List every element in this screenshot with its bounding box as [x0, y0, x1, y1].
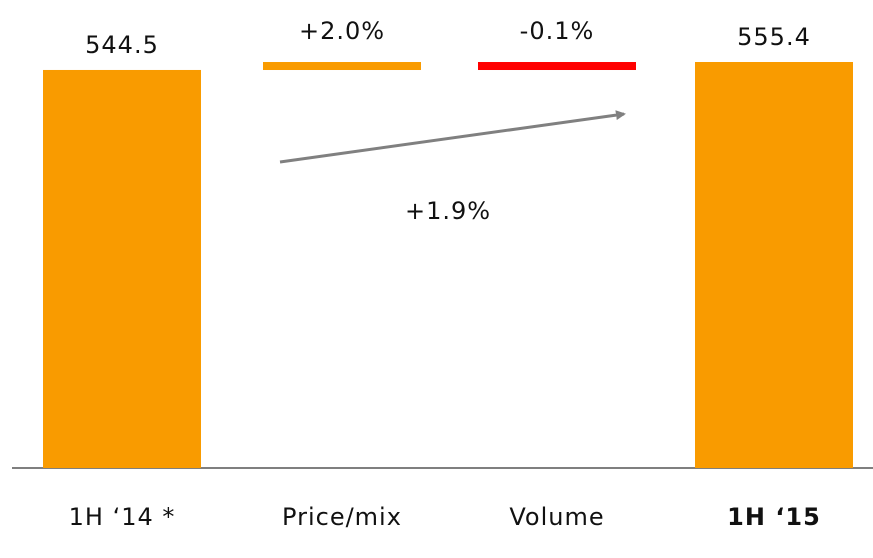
bar — [478, 62, 636, 71]
bar — [263, 62, 421, 71]
x-tick-label: 1H ‘14 * — [69, 503, 176, 531]
bar — [43, 69, 201, 468]
x-tick-label: Volume — [509, 503, 604, 531]
x-tick-label: Price/mix — [282, 503, 402, 531]
growth-arrow — [279, 110, 626, 164]
x-tick-label: 1H ‘15 — [727, 503, 821, 531]
annotation: +1.9% — [405, 197, 491, 225]
bar — [695, 62, 853, 468]
value-label: -0.1% — [520, 17, 595, 45]
value-label: 555.4 — [737, 23, 811, 51]
value-label: +2.0% — [299, 17, 385, 45]
value-label: 544.5 — [85, 31, 159, 59]
